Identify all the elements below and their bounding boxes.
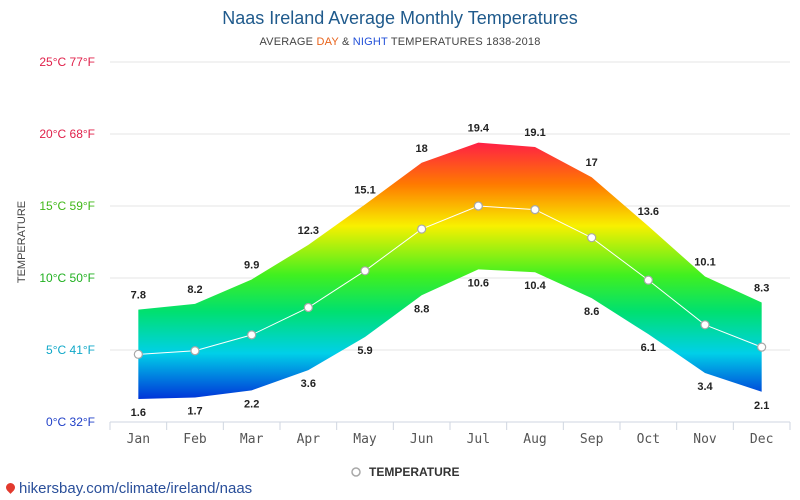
subtitle-day: DAY	[316, 36, 339, 48]
temperature-point	[247, 330, 257, 340]
day-value-label: 15.1	[354, 185, 375, 197]
subtitle-prefix: AVERAGE	[259, 36, 317, 48]
x-tick-label-jan: Jan	[127, 432, 150, 447]
chart-title: Naas Ireland Average Monthly Temperature…	[222, 8, 578, 28]
day-value-label: 10.1	[694, 257, 715, 269]
temperature-point	[303, 302, 313, 313]
site-watermark[interactable]: hikersbay.com/climate/ireland/naas	[4, 480, 253, 497]
x-tick-label-may: May	[353, 432, 377, 447]
day-value-label: 9.9	[244, 259, 259, 271]
temperature-point	[417, 224, 427, 234]
subtitle-suffix: TEMPERATURES 1838-2018	[387, 36, 541, 48]
x-tick-label-mar: Mar	[240, 432, 264, 447]
temperature-point	[473, 201, 483, 211]
temperature-point	[757, 342, 767, 352]
day-value-label: 19.4	[468, 123, 490, 135]
day-value-label: 13.6	[638, 206, 659, 218]
temperature-point	[530, 205, 540, 215]
y-tick-label: 0°C 32°F	[46, 415, 95, 429]
night-value-label: 8.6	[584, 306, 599, 318]
night-value-label: 1.6	[131, 407, 146, 419]
night-value-label: 3.4	[697, 381, 713, 393]
temperature-point	[190, 346, 200, 356]
day-night-range-area	[138, 142, 762, 399]
temperature-point	[587, 233, 597, 243]
x-tick-label-dec: Dec	[750, 432, 773, 447]
day-value-label: 12.3	[298, 225, 319, 237]
temperature-line	[138, 205, 762, 355]
x-tick-label-aug: Aug	[523, 432, 546, 447]
night-value-label: 8.8	[414, 303, 429, 315]
day-value-label: 18	[416, 143, 428, 155]
chart-subtitle: AVERAGE DAY & NIGHT TEMPERATURES 1838-20…	[0, 36, 800, 48]
x-tick-label-nov: Nov	[693, 432, 717, 447]
x-tick-label-sep: Sep	[580, 432, 604, 447]
x-tick-label-jul: Jul	[467, 432, 490, 447]
x-tick-label-jun: Jun	[410, 432, 433, 447]
y-tick-label: 25°C 77°F	[39, 55, 95, 69]
day-value-label: 7.8	[131, 290, 146, 302]
night-value-label: 6.1	[641, 342, 656, 354]
legend-marker	[351, 467, 361, 477]
y-axis-title: TEMPERATURE	[16, 201, 28, 283]
night-value-label: 2.2	[244, 398, 259, 410]
night-value-label: 10.4	[524, 280, 546, 292]
subtitle-mid: &	[338, 36, 353, 48]
x-tick-label-oct: Oct	[637, 432, 660, 447]
location-pin-icon	[4, 481, 17, 494]
y-tick-label: 15°C 59°F	[39, 199, 95, 213]
legend-label: TEMPERATURE	[369, 465, 459, 479]
night-value-label: 2.1	[754, 400, 769, 412]
y-tick-label: 10°C 50°F	[39, 271, 95, 285]
watermark-text: hikersbay.com/climate/ireland/naas	[19, 480, 253, 497]
x-tick-label-apr: Apr	[297, 432, 321, 447]
x-tick-label-feb: Feb	[183, 432, 207, 447]
temperature-point	[700, 320, 710, 330]
temperature-point	[133, 349, 143, 359]
day-value-label: 8.3	[754, 282, 769, 294]
night-value-label: 10.6	[468, 277, 489, 289]
y-tick-label: 20°C 68°F	[39, 127, 95, 141]
day-value-label: 17	[586, 157, 598, 169]
y-tick-label: 5°C 41°F	[46, 343, 95, 357]
day-value-label: 19.1	[524, 127, 545, 139]
night-value-label: 1.7	[187, 406, 202, 418]
day-value-label: 8.2	[187, 284, 202, 296]
temperature-point	[643, 275, 653, 285]
subtitle-night: NIGHT	[352, 36, 388, 48]
night-value-label: 5.9	[357, 345, 372, 357]
temperature-point	[360, 266, 370, 276]
night-value-label: 3.6	[301, 378, 316, 390]
